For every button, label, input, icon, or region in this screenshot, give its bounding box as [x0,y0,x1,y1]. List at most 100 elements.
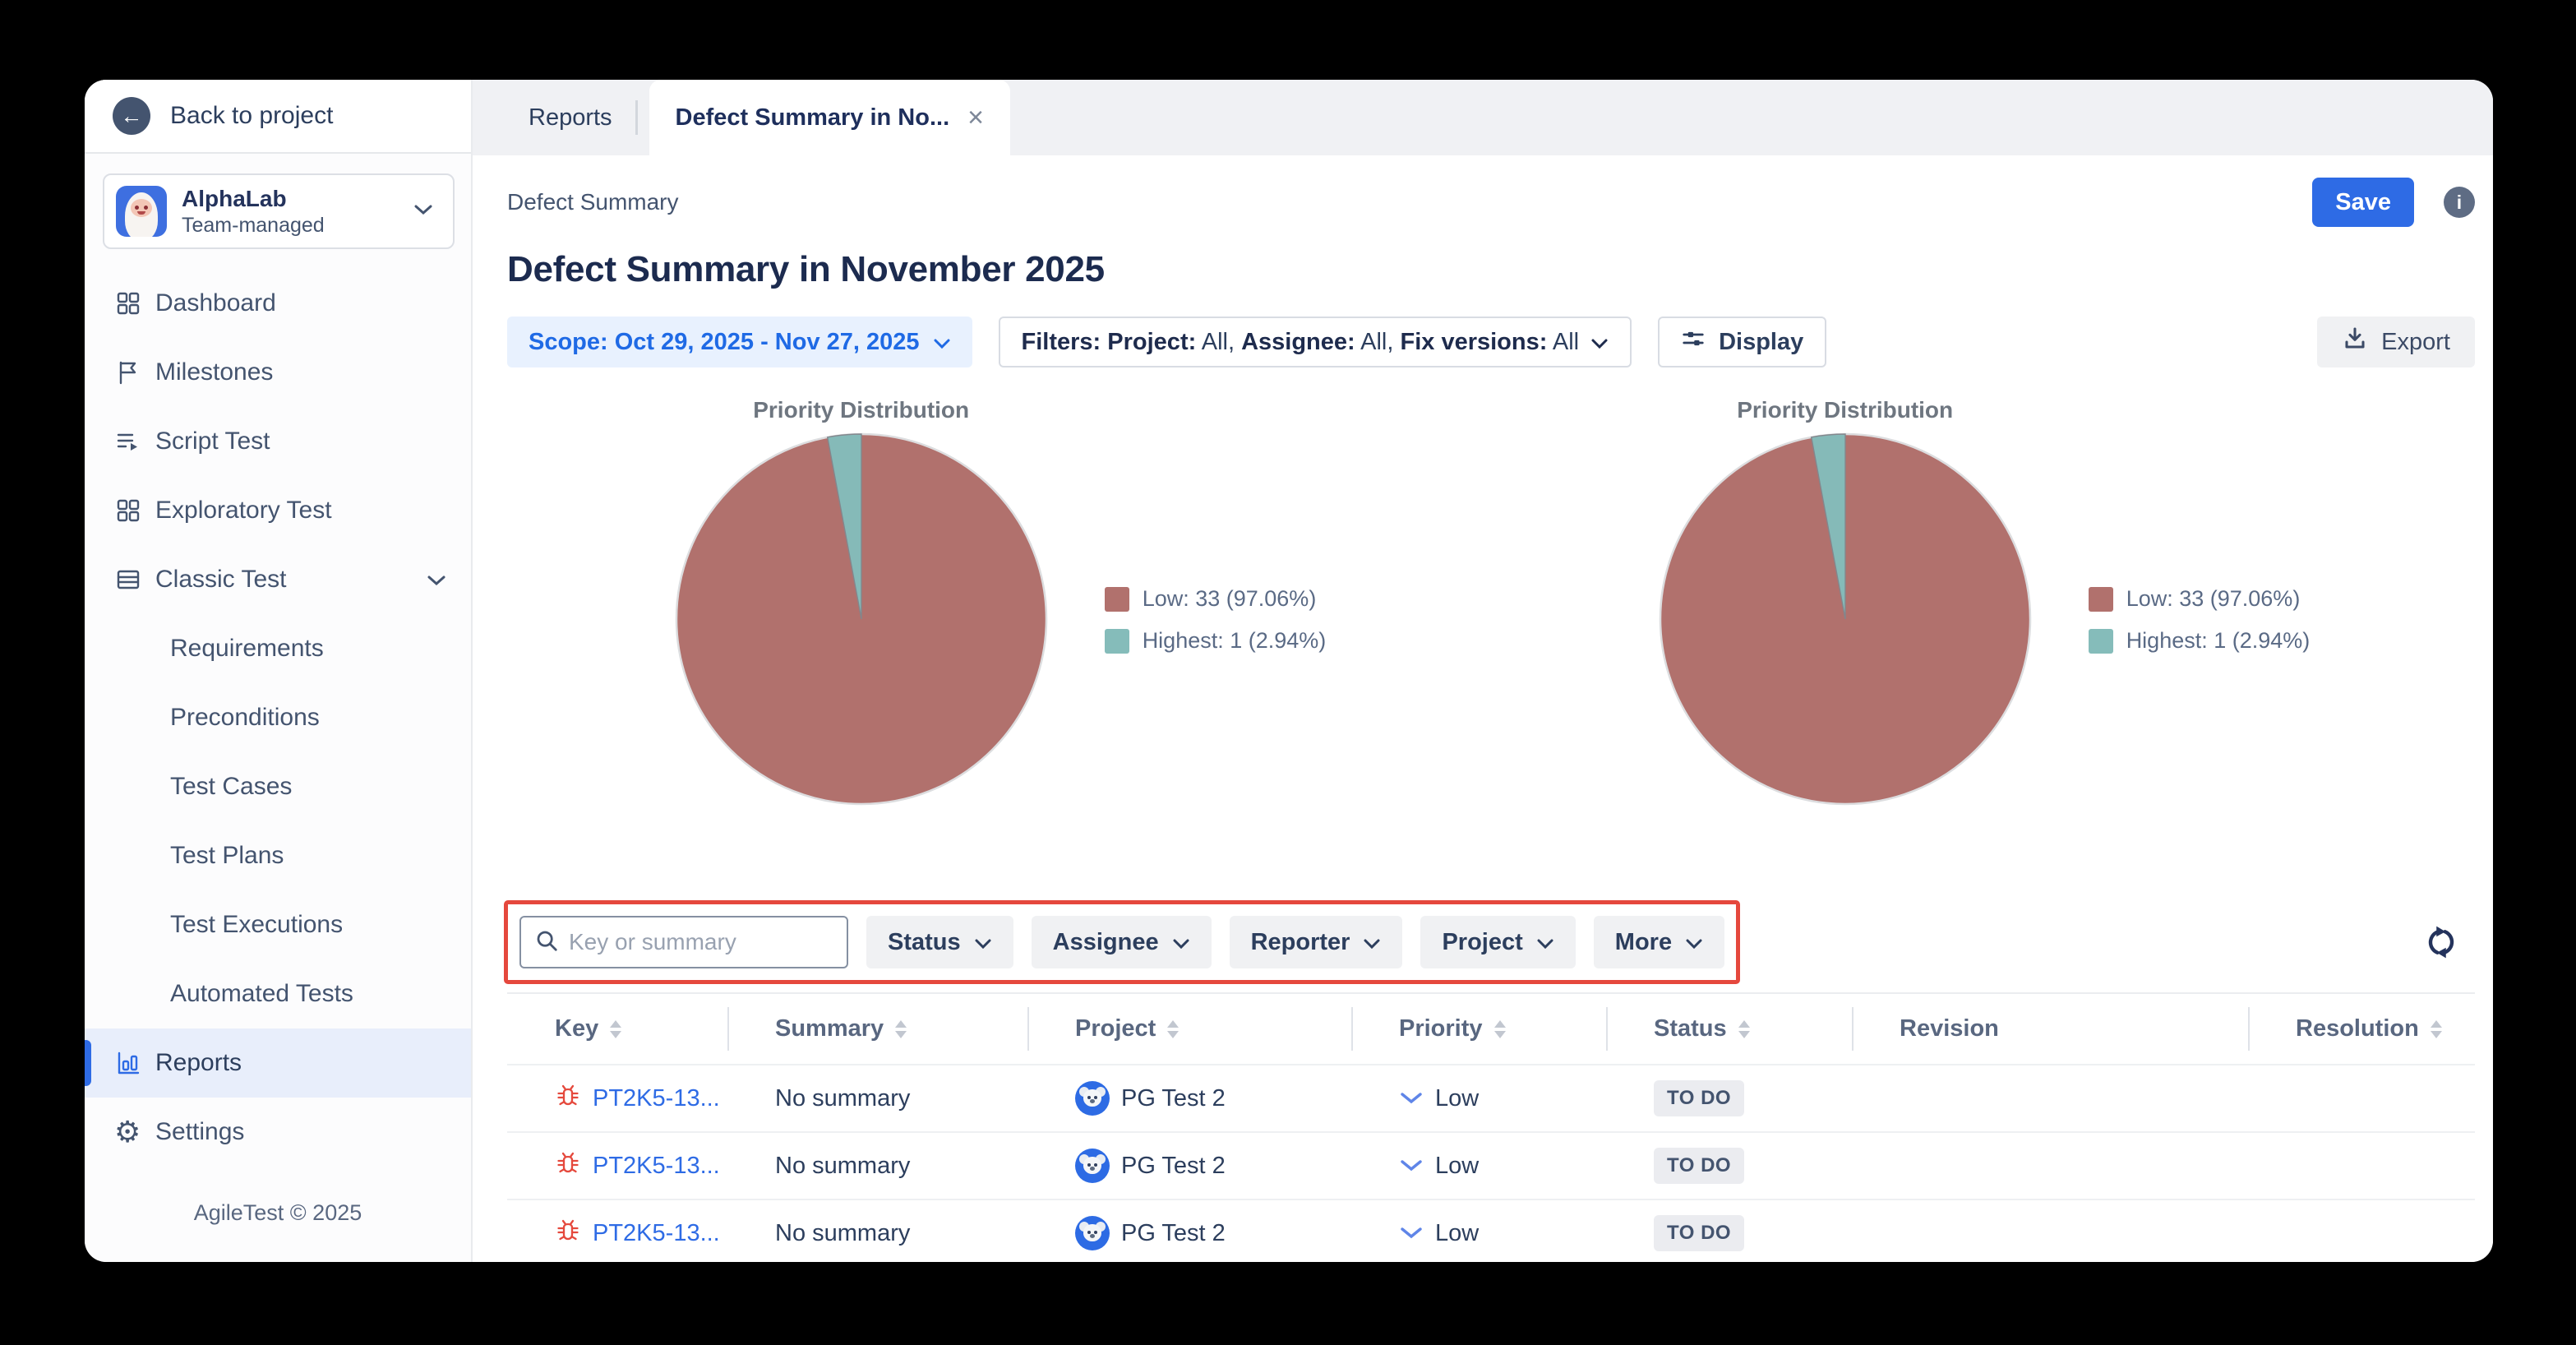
chart-title: Priority Distribution [1737,397,1954,423]
legend-swatch-low [2088,586,2113,612]
sort-icon[interactable] [1167,1019,1180,1038]
scope-dropdown[interactable]: Scope: Oct 29, 2025 - Nov 27, 2025 [507,317,972,367]
table-row: PT2K5-13... No summary PG Test 2 Low [507,1199,2475,1262]
priority-label: Low [1435,1152,1480,1179]
project-filter-dropdown[interactable]: Project [1420,916,1576,968]
project-name: PG Test 2 [1121,1152,1226,1179]
sort-icon[interactable] [610,1019,622,1038]
app-window: ← Back to project AlphaLab Team-managed … [85,80,2493,1262]
issue-filter-bar: Status Assignee Reporter Project [504,900,2475,984]
issue-key-link[interactable]: PT2K5-13... [593,1152,720,1179]
priority-low-icon [1399,1085,1424,1112]
controls-row: Scope: Oct 29, 2025 - Nov 27, 2025 Filte… [507,317,2475,367]
legend-item-highest: Highest: 1 (2.94%) [1104,628,1326,654]
issue-key-link[interactable]: PT2K5-13... [593,1219,720,1246]
legend-swatch-low [1104,586,1129,612]
project-avatar-koala [1075,1216,1110,1250]
back-to-project-button[interactable]: ← Back to project [85,80,471,154]
filters-dropdown[interactable]: Filters: Project: All, Assignee: All, Fi… [998,317,1632,367]
more-filter-dropdown[interactable]: More [1593,916,1725,968]
column-header-resolution[interactable]: Resolution [2248,994,2475,1064]
priority-label: Low [1435,1084,1480,1112]
priority-low-icon [1399,1153,1424,1180]
project-name: PG Test 2 [1121,1084,1226,1112]
sidebar-item-dashboard[interactable]: Dashboard [85,269,471,338]
project-type: Team-managed [182,214,325,237]
flag-icon [114,358,142,386]
table-row: PT2K5-13... No summary PG Test 2 Low [507,1064,2475,1131]
sidebar-item-milestones[interactable]: Milestones [85,338,471,407]
sidebar-item-classic-test[interactable]: Classic Test [85,545,471,614]
search-input[interactable] [569,929,833,955]
close-icon[interactable]: × [967,102,984,133]
sidebar-item-test-cases[interactable]: Test Cases [170,773,293,800]
gear-icon: ⚙ [114,1115,141,1149]
status-badge: TO DO [1654,1080,1745,1116]
back-label: Back to project [170,102,334,129]
info-icon[interactable]: i [2444,187,2475,218]
sort-icon[interactable] [1738,1019,1750,1038]
table-header: Key Summary Project Priority [507,994,2475,1064]
legend-item-highest: Highest: 1 (2.94%) [2088,628,2310,654]
bar-chart-icon [114,1049,142,1077]
chevron-down-icon [1590,329,1609,356]
sidebar-item-test-plans[interactable]: Test Plans [170,842,284,869]
status-badge: TO DO [1654,1215,1745,1251]
issue-summary: No summary [775,1084,911,1112]
project-selector[interactable]: AlphaLab Team-managed [103,173,455,249]
column-header-summary[interactable]: Summary [727,994,1027,1064]
pie-chart [675,432,1047,806]
back-arrow-icon[interactable]: ← [113,97,150,135]
sliders-icon [1681,326,1706,358]
column-header-priority[interactable]: Priority [1351,994,1606,1064]
status-badge: TO DO [1654,1148,1745,1184]
status-filter-dropdown[interactable]: Status [866,916,1013,968]
rows-icon [114,566,142,594]
tab-defect-summary[interactable]: Defect Summary in No... × [649,80,1010,155]
search-input-wrap [519,916,848,968]
sidebar-item-automated-tests[interactable]: Automated Tests [170,980,353,1007]
column-header-key[interactable]: Key [507,994,727,1064]
column-header-status[interactable]: Status [1606,994,1852,1064]
chevron-down-icon [933,329,951,356]
column-header-revision[interactable]: Revision [1852,994,2248,1064]
defects-table: Key Summary Project Priority [507,992,2475,1262]
sort-icon[interactable] [1493,1019,1506,1038]
project-name: PG Test 2 [1121,1219,1226,1246]
issue-key-link[interactable]: PT2K5-13... [593,1084,720,1112]
chevron-down-icon [1685,929,1703,956]
chevron-down-icon [427,566,446,594]
sidebar-item-requirements[interactable]: Requirements [170,635,324,662]
sidebar-item-test-executions[interactable]: Test Executions [170,911,344,938]
priority-distribution-chart-2: Priority Distribution Low: 33 (97.06%) [1491,397,2475,808]
charts-row: Priority Distribution Low: 33 (97.06%) [507,397,2475,808]
sidebar-item-settings[interactable]: ⚙ Settings [114,1115,245,1149]
legend-item-low: Low: 33 (97.06%) [2088,586,2311,612]
sort-icon[interactable] [2430,1019,2442,1038]
display-button[interactable]: Display [1658,317,1827,367]
sidebar-item-script-test[interactable]: Script Test [85,407,471,476]
column-header-project[interactable]: Project [1027,994,1351,1064]
tab-reports[interactable]: Reports [529,104,612,131]
project-avatar [116,186,167,237]
sidebar-item-preconditions[interactable]: Preconditions [170,704,320,731]
reporter-filter-dropdown[interactable]: Reporter [1229,916,1403,968]
export-button[interactable]: Export [2317,317,2475,367]
report-content: Defect Summary Save i Defect Summary in … [473,155,2493,1262]
priority-distribution-chart-1: Priority Distribution Low: 33 (97.06%) [507,397,1491,808]
chart-legend: Low: 33 (97.06%) Highest: 1 (2.94%) [2088,586,2311,808]
sidebar-item-exploratory-test[interactable]: Exploratory Test [85,476,471,545]
sidebar-item-reports[interactable]: Reports [85,1028,471,1098]
sort-icon[interactable] [895,1019,907,1038]
refresh-icon[interactable] [2422,923,2460,961]
chevron-down-icon [1172,929,1190,956]
breadcrumb: Defect Summary [507,189,679,215]
issue-summary: No summary [775,1152,911,1179]
assignee-filter-dropdown[interactable]: Assignee [1031,916,1212,968]
sidebar: ← Back to project AlphaLab Team-managed … [85,80,473,1262]
tab-bar: Reports Defect Summary in No... × [473,80,2493,155]
script-icon [114,428,142,455]
chart-legend: Low: 33 (97.06%) Highest: 1 (2.94%) [1104,586,1326,808]
save-button[interactable]: Save [2312,178,2414,227]
project-avatar-koala [1075,1149,1110,1183]
